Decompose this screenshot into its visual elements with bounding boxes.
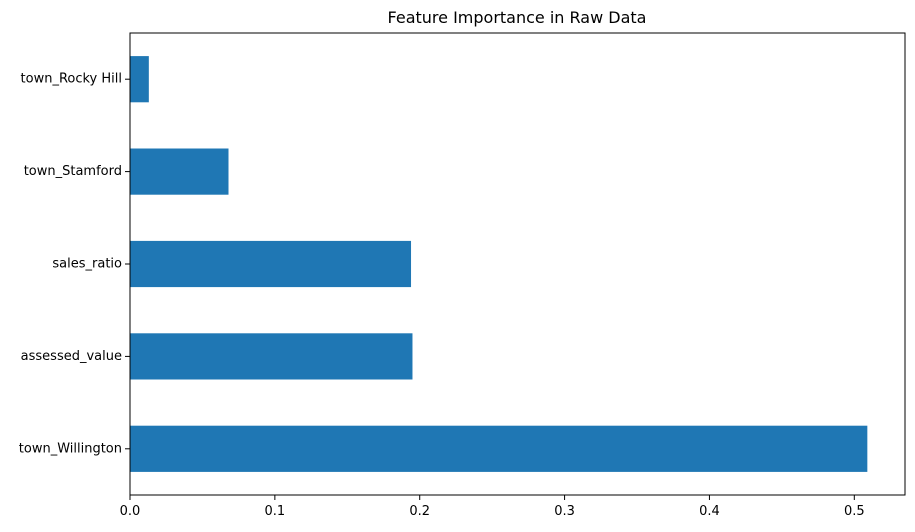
bar-town-willington [130, 425, 868, 472]
y-tick-label: town_Willington [19, 441, 122, 456]
bars-group [130, 56, 868, 472]
chart-title: Feature Importance in Raw Data [388, 8, 647, 27]
x-tick-label: 0.2 [409, 504, 430, 519]
x-tick-label: 0.0 [120, 504, 141, 519]
y-axis-ticks: town_Willington assessed_value sales_ratio… [19, 72, 130, 456]
bar-town-rocky-hill [130, 56, 149, 103]
bar-town-stamford [130, 148, 229, 195]
y-tick-label: town_Rocky Hill [21, 72, 122, 87]
x-axis-ticks: 0.0 0.1 0.2 0.3 0.4 0.5 [120, 495, 865, 519]
y-tick-label: town_Stamford [24, 164, 122, 179]
y-tick-label: sales_ratio [52, 257, 122, 272]
x-tick-label: 0.5 [844, 504, 865, 519]
bar-sales-ratio [130, 240, 412, 288]
x-tick-label: 0.1 [265, 504, 286, 519]
axes-frame [129, 32, 906, 496]
bar-assessed-value [130, 333, 413, 380]
y-tick-label: assessed_value [21, 349, 122, 364]
x-tick-label: 0.4 [699, 504, 720, 519]
x-tick-label: 0.3 [554, 504, 575, 519]
